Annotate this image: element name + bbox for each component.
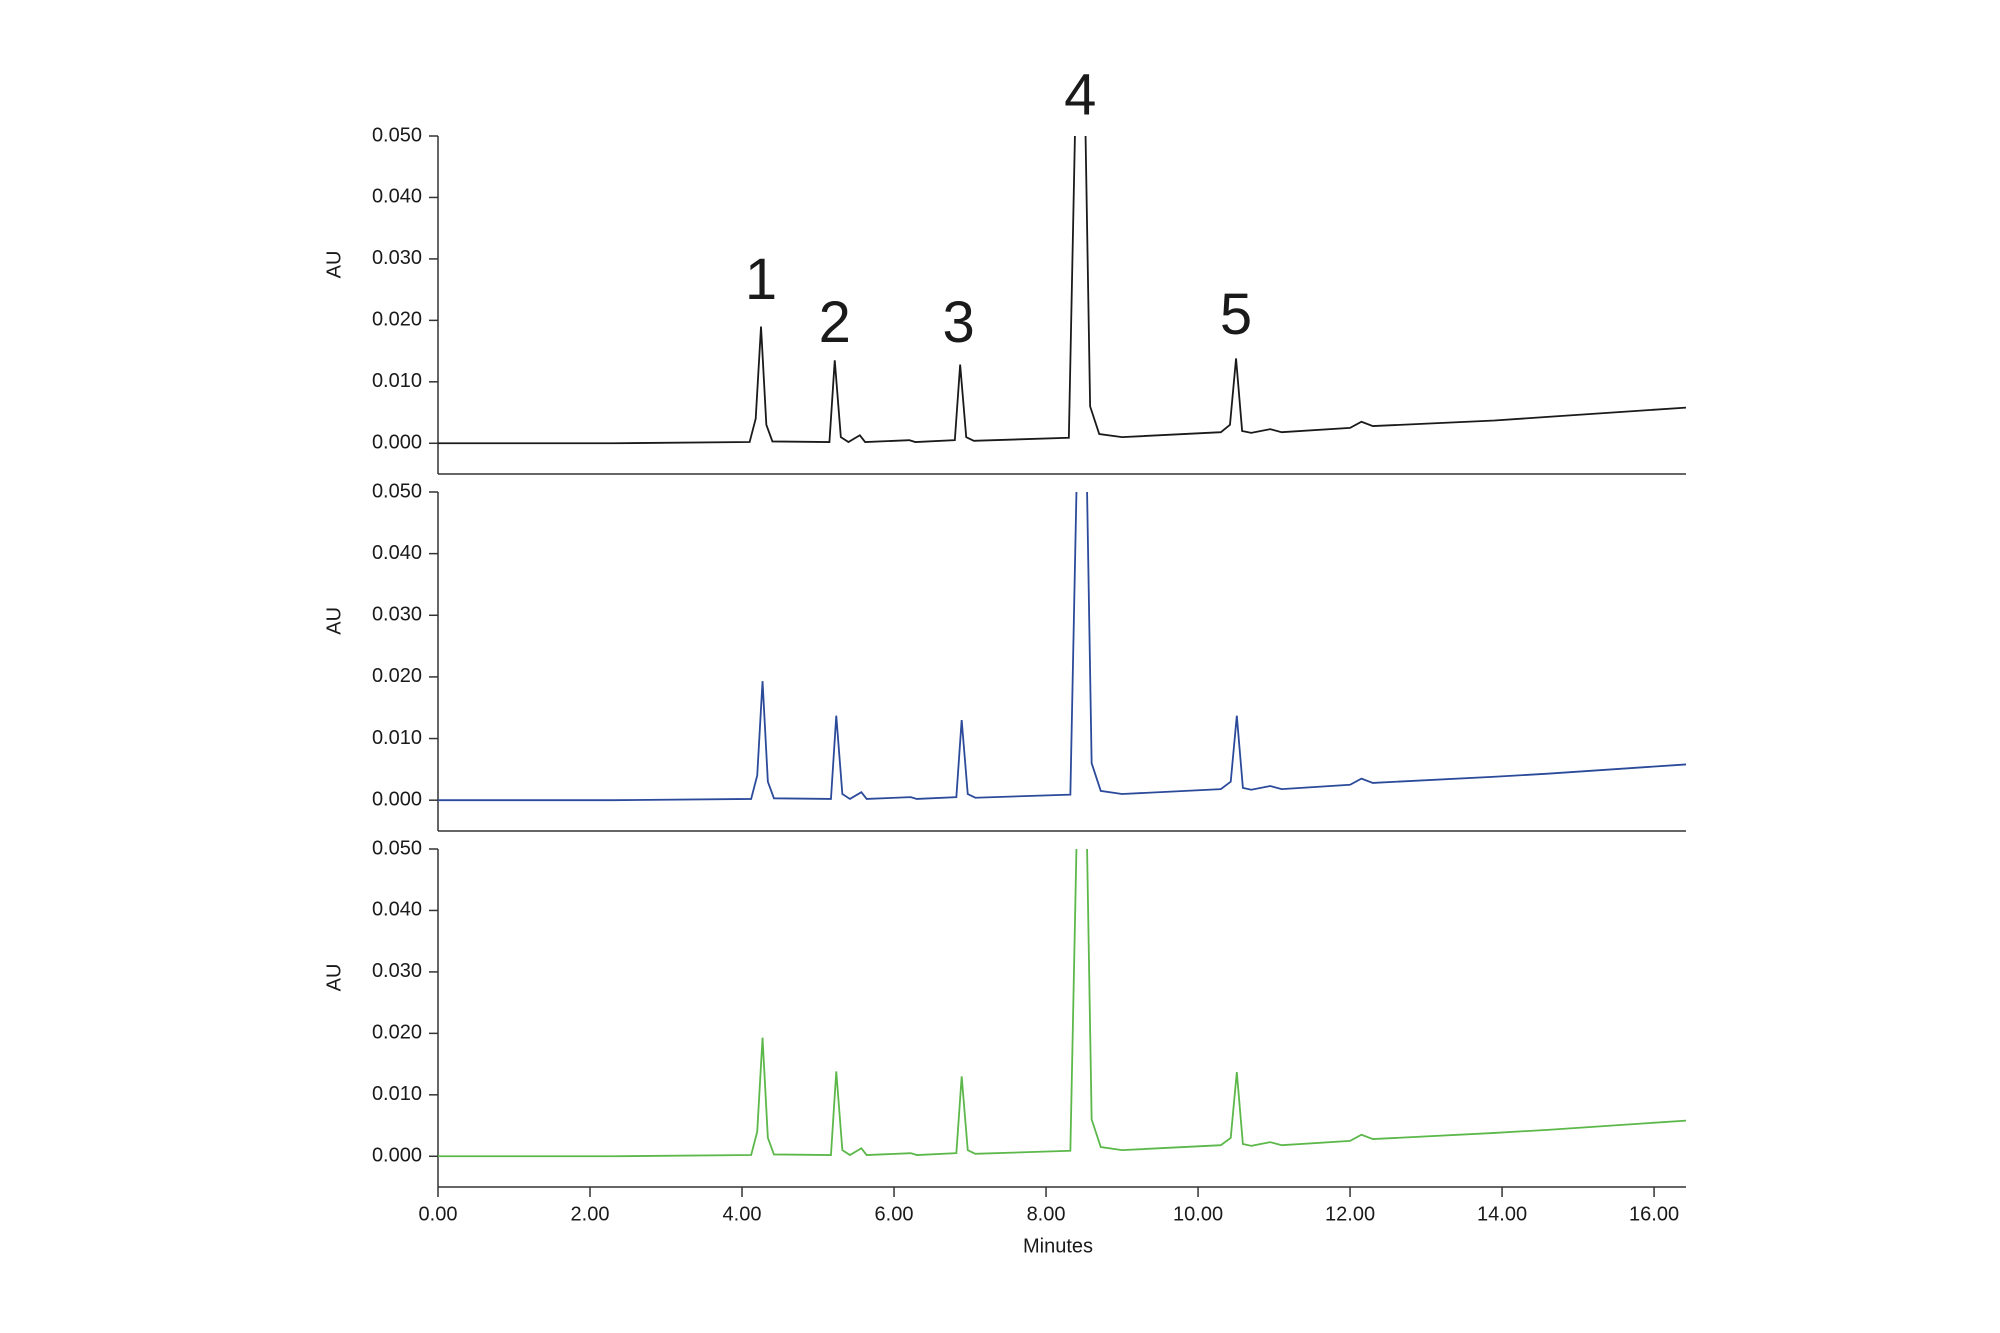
y-tick-label: 0.020	[372, 1022, 422, 1044]
x-tick-label: 4.00	[723, 1203, 762, 1225]
y-tick-label: 0.020	[372, 309, 422, 331]
peak-label: 2	[819, 290, 851, 355]
y-tick-label: 0.040	[372, 899, 422, 921]
x-tick-label: 0.00	[419, 1203, 458, 1225]
y-tick-label: 0.000	[372, 1145, 422, 1167]
peak-label: 5	[1220, 282, 1252, 347]
y-tick-label: 0.040	[372, 186, 422, 208]
trace	[438, 135, 1687, 445]
y-tick-label: 0.020	[372, 665, 422, 687]
y-axis-label: AU	[323, 251, 345, 279]
y-axis-label: AU	[323, 964, 345, 992]
y-axis-label: AU	[323, 607, 345, 635]
y-tick-label: 0.050	[372, 124, 422, 146]
x-tick-label: 8.00	[1027, 1203, 1066, 1225]
y-tick-label: 0.050	[372, 837, 422, 859]
x-tick-label: 14.00	[1477, 1203, 1527, 1225]
y-tick-label: 0.010	[372, 370, 422, 392]
y-tick-label: 0.030	[372, 247, 422, 269]
y-tick-label: 0.030	[372, 960, 422, 982]
peak-label: 1	[745, 247, 777, 312]
peak-label: 4	[1064, 62, 1096, 127]
x-axis-label: Minutes	[1023, 1235, 1093, 1257]
y-tick-label: 0.030	[372, 604, 422, 626]
y-tick-label: 0.010	[372, 1083, 422, 1105]
x-tick-label: 12.00	[1325, 1203, 1375, 1225]
y-tick-label: 0.000	[372, 788, 422, 810]
y-tick-label: 0.050	[372, 480, 422, 502]
trace	[438, 491, 1687, 802]
trace	[438, 848, 1687, 1158]
x-tick-label: 16.00	[1629, 1203, 1679, 1225]
peak-label: 3	[943, 290, 975, 355]
y-tick-label: 0.040	[372, 542, 422, 564]
x-tick-label: 10.00	[1173, 1203, 1223, 1225]
y-tick-label: 0.000	[372, 432, 422, 454]
y-tick-label: 0.010	[372, 727, 422, 749]
x-tick-label: 2.00	[571, 1203, 610, 1225]
x-tick-label: 6.00	[875, 1203, 914, 1225]
